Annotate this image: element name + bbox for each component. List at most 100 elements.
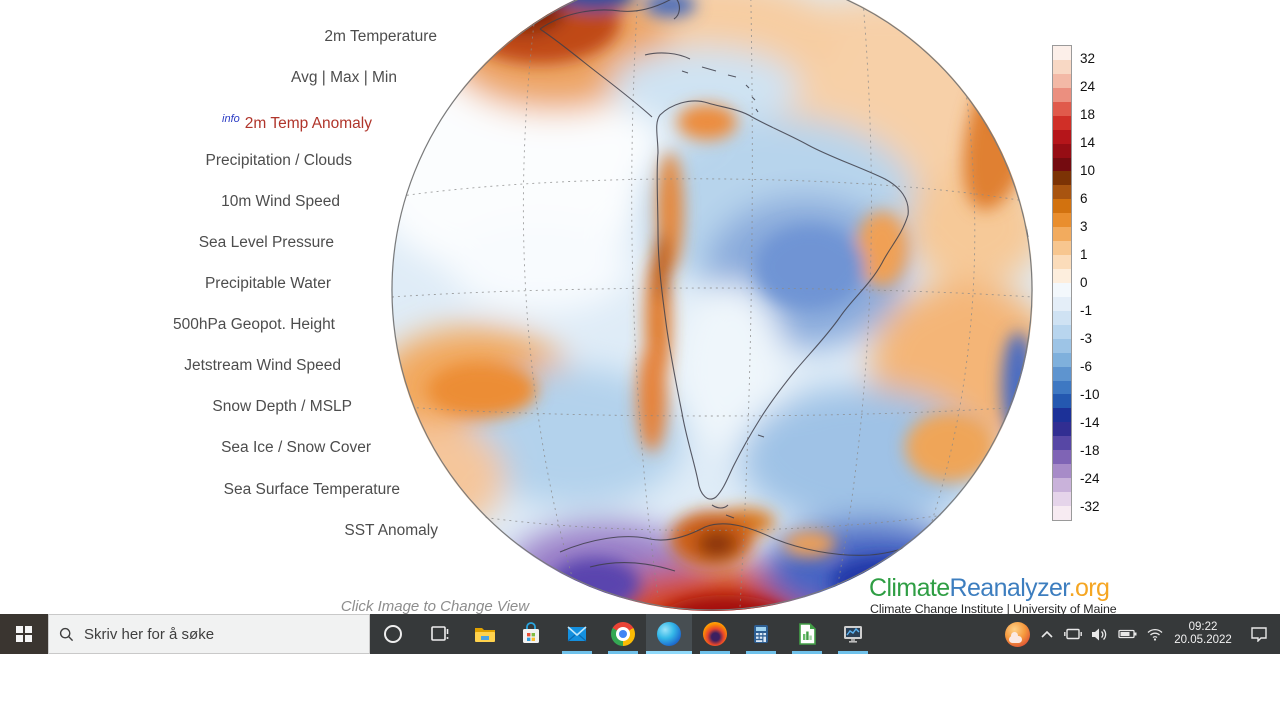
tablet-mode-icon [1064, 628, 1082, 640]
logo-subtitle: Climate Change Institute | University of… [870, 602, 1117, 616]
calculator-button[interactable] [738, 614, 784, 654]
start-button[interactable] [0, 614, 48, 654]
info-link[interactable]: info [222, 113, 240, 125]
action-center-button[interactable] [1238, 614, 1280, 654]
colorbar-tick-label: 14 [1080, 135, 1096, 150]
colorbar-tick-label: -10 [1080, 387, 1100, 402]
microsoft-store-icon [523, 622, 539, 643]
libreoffice-calc-icon [799, 623, 816, 645]
colorbar-tick-label: 1 [1080, 247, 1088, 262]
colorbar-tick-label: 10 [1080, 163, 1096, 178]
clock[interactable]: 09:22 20.05.2022 [1168, 614, 1238, 654]
colorbar-segment [1053, 450, 1071, 465]
colorbar-tick-label: -32 [1080, 499, 1100, 514]
menu-item-snow-depth-mslp[interactable]: Snow Depth / MSLP [212, 398, 352, 415]
colorbar-segment [1053, 129, 1071, 144]
menu-item-jetstream-wind-speed[interactable]: Jetstream Wind Speed [184, 357, 341, 374]
menu-item-sst-anomaly[interactable]: SST Anomaly [344, 522, 438, 539]
colorbar-labels: 32 24 18 14 10 6 3 1 0 -1 -3 -6 -10 -14 -18 -24 -32 [1080, 45, 1120, 521]
menu-item-avg-max-min[interactable]: Avg | Max | Min [291, 69, 397, 86]
menu-item-sea-surface-temperature[interactable]: Sea Surface Temperature [223, 481, 400, 498]
menu-item-precipitation-clouds[interactable]: Precipitation / Clouds [205, 152, 352, 169]
system-tray: 09:22 20.05.2022 [1000, 614, 1280, 654]
calculator-icon [754, 625, 768, 643]
tray-overflow-button[interactable] [1034, 614, 1060, 654]
mail-button[interactable] [554, 614, 600, 654]
microsoft-store-button[interactable] [508, 614, 554, 654]
colorbar-segment [1053, 492, 1071, 506]
edge-button[interactable] [646, 614, 692, 654]
logo-part-reanalyzer: Reanalyzer [949, 574, 1070, 602]
colorbar-tick-label: 18 [1080, 107, 1096, 122]
colorbar-tick-label: -18 [1080, 443, 1100, 458]
colorbar-segment [1053, 436, 1071, 451]
taskbar-search-box[interactable]: Skriv her for å søke [48, 614, 370, 654]
firefox-icon [703, 622, 727, 646]
colorbar-segment [1053, 478, 1071, 492]
menu-item-sea-level-pressure[interactable]: Sea Level Pressure [198, 234, 334, 251]
weather-cloud-icon [1004, 621, 1030, 647]
colorbar-segment [1053, 269, 1071, 283]
colorbar-segment [1053, 143, 1071, 158]
edge-icon [657, 622, 681, 646]
windows-logo-icon [16, 626, 32, 642]
colorbar-segment [1053, 115, 1071, 130]
libreoffice-calc-button[interactable] [784, 614, 830, 654]
file-explorer-icon [475, 628, 495, 642]
windows-taskbar: Skriv her for å søke [0, 614, 1280, 654]
wifi-icon [1147, 628, 1163, 641]
colorbar-segment [1053, 87, 1071, 102]
battery-button[interactable] [1114, 614, 1142, 654]
colorbar-segment [1053, 282, 1071, 297]
anomaly-globe-map[interactable] [390, 0, 1034, 613]
colorbar-segments [1052, 45, 1072, 521]
colorbar-segment [1053, 101, 1071, 116]
firefox-button[interactable] [692, 614, 738, 654]
colorbar-segment [1053, 255, 1071, 269]
tablet-mode-button[interactable] [1060, 614, 1086, 654]
volume-button[interactable] [1086, 614, 1114, 654]
colorbar-tick-label: -1 [1080, 303, 1093, 318]
colorbar-segment [1053, 157, 1071, 172]
click-image-hint: Click Image to Change View [340, 598, 530, 615]
chrome-icon [611, 622, 635, 646]
graticule [391, 0, 1033, 608]
cortana-button[interactable] [370, 614, 416, 654]
site-logo[interactable]: ClimateReanalyzer.org [869, 574, 1110, 603]
system-monitor-button[interactable] [830, 614, 876, 654]
chevron-up-icon [1041, 630, 1053, 638]
menu-item-2m-temp-anomaly[interactable]: info 2m Temp Anomaly [222, 108, 372, 132]
menu-item-2m-temperature[interactable]: 2m Temperature [324, 28, 437, 45]
menu-item-sea-ice-snow-cover[interactable]: Sea Ice / Snow Cover [221, 439, 371, 456]
colorbar-segment [1053, 380, 1071, 395]
system-monitor-icon [844, 626, 862, 643]
battery-icon [1118, 629, 1137, 639]
task-view-icon [431, 626, 449, 641]
wifi-button[interactable] [1142, 614, 1168, 654]
colorbar-tick-label: -6 [1080, 359, 1093, 374]
colorbar-segment [1053, 408, 1071, 423]
menu-item-10m-wind-speed[interactable]: 10m Wind Speed [221, 193, 340, 210]
colorbar-tick-label: 6 [1080, 191, 1088, 206]
menu-item-500hpa-geopot-height[interactable]: 500hPa Geopot. Height [172, 316, 335, 333]
colorbar-segment [1053, 310, 1071, 325]
colorbar-segment [1053, 46, 1071, 60]
colorbar-segment [1053, 464, 1071, 479]
colorbar-segment [1053, 338, 1071, 353]
colorbar-tick-label: -3 [1080, 331, 1093, 346]
task-view-button[interactable] [416, 614, 462, 654]
menu-item-label: 2m Temp Anomaly [244, 115, 372, 132]
colorbar-segment [1053, 171, 1071, 186]
search-placeholder: Skriv her for å søke [84, 625, 215, 643]
clock-time: 09:22 [1188, 621, 1218, 633]
chrome-button[interactable] [600, 614, 646, 654]
colorbar-segment [1053, 59, 1071, 74]
colorbar-segment [1053, 422, 1071, 437]
cortana-icon [384, 625, 402, 643]
colorbar-tick-label: 32 [1080, 51, 1096, 66]
colorbar-segment [1053, 296, 1071, 311]
weather-cloud-tray-button[interactable] [1000, 614, 1034, 654]
file-explorer-button[interactable] [462, 614, 508, 654]
menu-item-precipitable-water[interactable]: Precipitable Water [204, 275, 331, 292]
